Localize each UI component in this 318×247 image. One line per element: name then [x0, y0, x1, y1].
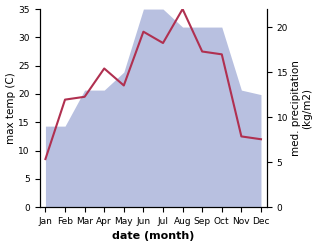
- X-axis label: date (month): date (month): [112, 231, 194, 242]
- Y-axis label: max temp (C): max temp (C): [5, 72, 16, 144]
- Y-axis label: med. precipitation
(kg/m2): med. precipitation (kg/m2): [291, 60, 313, 156]
